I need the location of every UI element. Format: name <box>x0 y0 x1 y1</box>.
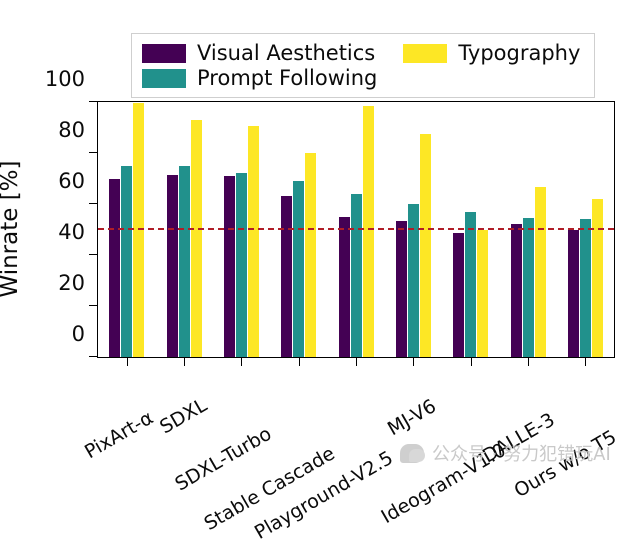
bar-typography <box>362 105 374 357</box>
bar-visual-aesthetics <box>281 196 293 357</box>
bar-prompt-following <box>522 218 534 357</box>
x-tick <box>528 357 529 366</box>
bar-prompt-following <box>121 165 133 357</box>
x-tick-label: SDXL <box>156 394 211 439</box>
bar-typography <box>190 119 202 357</box>
bar-visual-aesthetics <box>567 229 579 357</box>
y-tick-label: 60 <box>58 169 85 193</box>
plot-canvas: 0 20 40 60 80 100 PixArt-α SDXL SDXL-Turbo Stable… <box>45 67 621 544</box>
bar-visual-aesthetics <box>166 174 178 357</box>
chart-legend: Visual Aesthetics Typography Prompt Foll… <box>131 33 596 99</box>
bar-visual-aesthetics <box>395 220 407 357</box>
x-tick <box>356 357 357 366</box>
y-axis-label: Winrate [%] <box>0 160 23 298</box>
y-tick <box>89 305 98 306</box>
bar-prompt-following <box>465 211 477 357</box>
legend-swatch-typography <box>403 43 448 63</box>
y-tick <box>89 254 98 255</box>
wechat-icon <box>400 443 425 463</box>
bar-visual-aesthetics <box>510 224 522 357</box>
watermark-text: 公众号 · 努力犯错玩AI <box>432 444 611 465</box>
legend-label-typography: Typography <box>458 41 581 65</box>
legend-label-prompt-following: Prompt Following <box>197 66 378 91</box>
y-tick-label: 40 <box>58 220 85 244</box>
legend-item-visual-aesthetics: Visual Aesthetics <box>142 41 377 65</box>
legend-label-visual-aesthetics: Visual Aesthetics <box>197 41 376 65</box>
bar-prompt-following <box>407 204 419 357</box>
bar-prompt-following <box>350 193 362 357</box>
x-tick <box>184 357 185 366</box>
legend-spacer <box>403 66 580 90</box>
bar-prompt-following <box>178 165 190 357</box>
bar-prompt-following <box>235 173 247 357</box>
bar-visual-aesthetics <box>109 178 121 357</box>
legend-swatch-prompt-following <box>142 68 186 88</box>
watermark: 公众号 · 努力犯错玩AI <box>400 440 611 466</box>
y-tick <box>89 101 98 102</box>
chart-figure: Winrate [%] 0 20 40 60 80 100 PixArt-α SDXL SDXL… <box>0 33 621 544</box>
bar-typography <box>247 126 259 357</box>
y-tick-label: 20 <box>58 271 85 295</box>
bar-typography <box>534 187 546 357</box>
y-tick <box>89 203 98 204</box>
bar-visual-aesthetics <box>453 233 465 357</box>
bar-typography <box>477 229 489 357</box>
legend-swatch-visual-aesthetics <box>142 43 186 63</box>
bar-visual-aesthetics <box>223 175 235 357</box>
bar-prompt-following <box>293 181 305 357</box>
x-tick-label: MJ-V6 <box>384 395 441 441</box>
bar-typography <box>133 103 145 357</box>
bar-prompt-following <box>579 219 591 357</box>
y-tick-label: 100 <box>44 67 85 91</box>
x-tick <box>241 357 243 366</box>
x-tick <box>470 357 472 366</box>
legend-item-typography: Typography <box>403 41 580 65</box>
legend-item-prompt-following: Prompt Following <box>142 66 377 90</box>
x-tick <box>413 357 415 366</box>
plot-area: 0 20 40 60 80 100 PixArt-α SDXL SDXL-Turbo Stable… <box>45 67 621 544</box>
y-tick <box>89 152 98 153</box>
y-tick-label: 80 <box>58 118 85 142</box>
y-tick <box>89 356 98 357</box>
y-tick-label: 0 <box>71 322 85 346</box>
bar-typography <box>419 133 431 357</box>
x-tick <box>126 357 128 366</box>
threshold-line <box>98 227 614 230</box>
x-tick <box>298 357 300 366</box>
x-tick <box>585 357 587 366</box>
bar-typography <box>591 198 603 357</box>
bar-visual-aesthetics <box>338 216 350 357</box>
bar-typography <box>305 153 317 357</box>
x-tick-label: PixArt-α <box>80 406 157 464</box>
